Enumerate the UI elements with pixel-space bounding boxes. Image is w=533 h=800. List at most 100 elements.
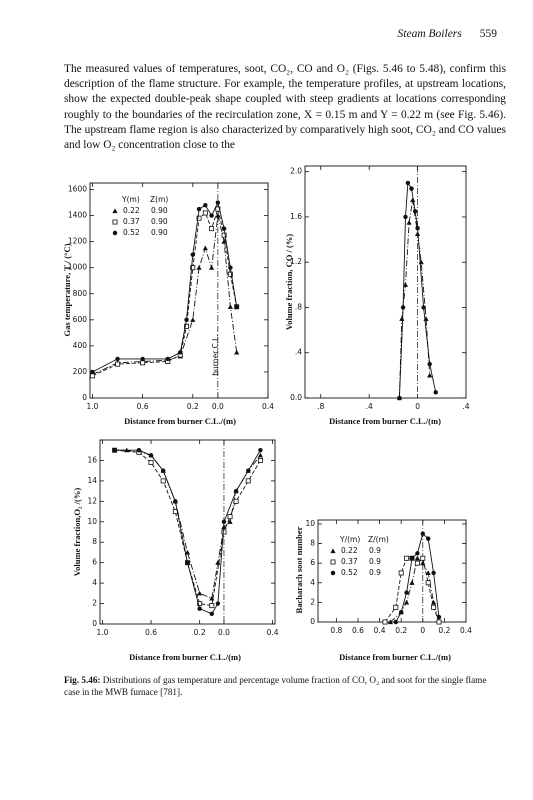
plot-frame — [304, 165, 467, 399]
y-tick-label: 1400 — [68, 211, 87, 220]
marker-square — [184, 323, 190, 329]
legend-label: 0.90 — [151, 228, 168, 237]
marker-circle — [209, 213, 214, 218]
marker-circle — [136, 448, 142, 453]
x-tick-label: .4 — [366, 402, 373, 411]
marker-circle — [140, 356, 145, 362]
marker-circle — [233, 488, 239, 494]
series-line — [92, 201, 238, 373]
y-tick-label: 1200 — [68, 237, 87, 246]
marker-circle — [173, 499, 178, 504]
caption-text: Distributions of gas temperature and per… — [64, 675, 487, 697]
y-tick-label: .8 — [295, 302, 302, 311]
marker-circle — [420, 531, 425, 536]
marker-triangle — [410, 197, 416, 203]
y-tick-label: 2.0 — [290, 167, 302, 176]
marker-triangle — [197, 590, 203, 596]
legend-header: Z(m) — [150, 195, 168, 204]
y-tick-label: 0 — [310, 617, 315, 626]
legend-marker — [112, 230, 118, 236]
y-tick-label: 12 — [87, 496, 97, 505]
marker-square — [257, 457, 263, 463]
y-axis-title: Gas temperature, T / (°C) — [62, 243, 72, 336]
marker-triangle — [190, 317, 196, 322]
x-tick-label: .8 — [317, 402, 324, 411]
x-tick-label: 0.4 — [267, 628, 279, 637]
y-tick-label: 600 — [73, 315, 88, 324]
series-line — [398, 181, 437, 399]
marker-circle — [215, 200, 221, 205]
marker-square — [221, 529, 227, 535]
y-tick-label: 2 — [310, 597, 315, 606]
legend-label: 0.9 — [369, 557, 381, 566]
marker-square — [140, 360, 146, 366]
legend-marker — [330, 570, 336, 576]
legend-header: Y(m) — [121, 195, 140, 204]
marker-triangle — [184, 549, 191, 555]
legend-label: 0.90 — [151, 206, 168, 215]
marker-square — [209, 603, 215, 609]
marker-triangle — [425, 570, 431, 576]
legend-label: 0.90 — [151, 217, 168, 226]
series-line — [92, 207, 238, 377]
y-tick-label: 0 — [92, 619, 97, 628]
marker-square — [436, 619, 442, 625]
y-tick-label: 4 — [310, 578, 315, 587]
marker-circle — [228, 265, 233, 270]
marker-square — [414, 560, 420, 566]
marker-square — [221, 232, 227, 238]
marker-triangle — [399, 316, 405, 321]
caption-label: Fig. 5.46: — [64, 675, 101, 685]
y-tick-label: 6 — [92, 558, 97, 567]
marker-triangle — [427, 372, 433, 378]
y-tick-label: 1.2 — [290, 257, 302, 266]
x-tick-label: .4 — [462, 402, 469, 411]
marker-triangle — [196, 265, 202, 270]
marker-square — [160, 478, 166, 484]
x-tick-label: 0 — [420, 626, 425, 635]
marker-square — [404, 555, 410, 561]
marker-triangle — [227, 519, 233, 524]
y-axis-title: Volume fraction,O₂ /(%) — [72, 488, 82, 577]
marker-square — [202, 210, 208, 216]
x-tick-label: 1.0 — [96, 628, 108, 637]
caption: Fig. 5.46: Distributions of gas temperat… — [64, 674, 504, 698]
y-tick-label: 1.6 — [290, 212, 302, 221]
marker-square — [431, 604, 437, 610]
series-line — [114, 449, 261, 607]
marker-triangle — [387, 619, 393, 625]
legend-header: Y/(m) — [339, 535, 360, 544]
y-tick-label: 10 — [87, 517, 97, 526]
marker-triangle — [208, 265, 215, 270]
marker-circle — [215, 601, 221, 606]
plot-frame — [99, 439, 276, 625]
y-tick-label: 8 — [310, 539, 315, 548]
x-tick-label: 0.6 — [352, 626, 364, 635]
marker-circle — [397, 395, 402, 401]
legend-label: 0.9 — [369, 546, 381, 555]
marker-circle — [197, 606, 202, 611]
marker-triangle — [414, 555, 420, 561]
legend-label: 0.37 — [341, 557, 358, 566]
marker-circle — [209, 611, 215, 616]
marker-triangle — [227, 304, 233, 309]
x-axis-title: Distance from burner C.L./(m) — [329, 416, 441, 426]
marker-square — [196, 215, 202, 221]
x-tick-label: 0.4 — [460, 626, 472, 635]
marker-circle — [90, 369, 95, 375]
series-line — [390, 557, 440, 623]
marker-circle — [431, 570, 436, 576]
x-tick-label: 0.2 — [395, 626, 407, 635]
y-tick-label: 2 — [92, 599, 97, 608]
marker-triangle — [234, 349, 240, 355]
x-tick-label: 0.8 — [330, 626, 342, 635]
marker-square — [209, 226, 215, 232]
legend-label: 0.52 — [123, 228, 140, 237]
marker-circle — [415, 226, 420, 231]
marker-circle — [425, 536, 431, 541]
marker-square — [197, 601, 203, 607]
marker-circle — [436, 614, 442, 620]
marker-circle — [115, 356, 120, 362]
marker-square — [148, 460, 154, 465]
